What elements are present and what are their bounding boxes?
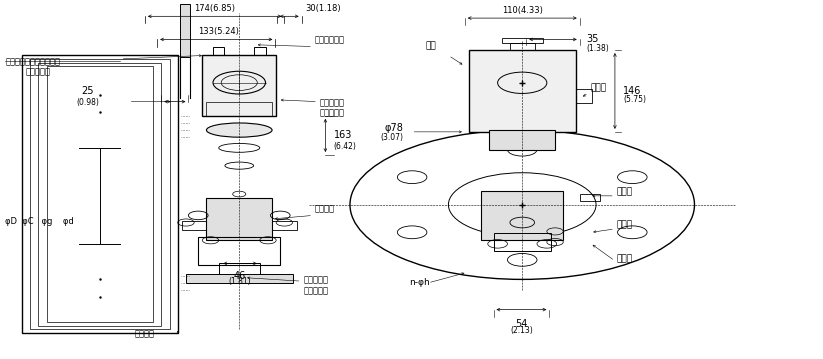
Bar	[510, 43, 534, 50]
Bar	[494, 233, 551, 251]
Bar	[213, 47, 225, 55]
Text: 146: 146	[623, 86, 641, 96]
Text: 端子侧: 端子侧	[590, 84, 607, 93]
Text: (1.81): (1.81)	[229, 277, 251, 286]
Text: 外部显示表导线管连接口: 外部显示表导线管连接口	[6, 57, 60, 66]
Bar	[198, 237, 281, 265]
Bar	[502, 38, 542, 43]
Text: n-φh: n-φh	[409, 278, 430, 286]
Ellipse shape	[207, 123, 272, 137]
Text: φD  φC   φg    φd: φD φC φg φd	[6, 217, 74, 226]
Text: 调零: 调零	[425, 41, 436, 50]
Bar	[469, 50, 575, 132]
Text: 133(5.24): 133(5.24)	[198, 27, 239, 36]
Bar	[22, 55, 178, 333]
Text: 管道连接件: 管道连接件	[303, 276, 328, 285]
Text: 46: 46	[234, 271, 246, 280]
Bar	[207, 197, 272, 240]
Text: (2.13): (2.13)	[510, 326, 532, 335]
Bar	[219, 264, 260, 276]
Text: 管道法兰: 管道法兰	[135, 329, 155, 338]
Bar	[39, 62, 161, 326]
Bar	[30, 59, 170, 329]
Text: 内藏显示表: 内藏显示表	[319, 98, 345, 107]
Text: (6.42): (6.42)	[333, 141, 356, 150]
Bar	[207, 102, 272, 116]
Text: 54: 54	[515, 318, 528, 328]
Text: 25: 25	[81, 86, 94, 96]
Text: （可选购）: （可选购）	[303, 286, 328, 295]
Text: 163: 163	[333, 130, 352, 140]
Bar	[186, 274, 292, 283]
Bar	[202, 55, 277, 116]
Text: (5.75): (5.75)	[623, 95, 646, 104]
Text: 排气塞: 排气塞	[616, 221, 633, 230]
Bar	[575, 89, 592, 103]
Text: 35: 35	[586, 34, 598, 45]
Text: (0.98): (0.98)	[76, 98, 99, 107]
Bar	[47, 66, 153, 322]
Bar	[579, 194, 600, 201]
Text: 排液塞: 排液塞	[616, 255, 633, 264]
Bar	[180, 4, 190, 57]
Text: 导线管连接口: 导线管连接口	[314, 36, 345, 45]
Bar	[481, 191, 563, 240]
Text: (3.07): (3.07)	[380, 133, 403, 142]
Text: 110(4.33): 110(4.33)	[502, 5, 542, 14]
Bar	[182, 221, 207, 230]
Text: (1.38): (1.38)	[586, 44, 609, 53]
Text: （可选购）: （可选购）	[319, 109, 345, 118]
Text: 174(6.85): 174(6.85)	[194, 4, 235, 13]
Text: 管道连接: 管道连接	[314, 205, 335, 214]
Bar	[272, 221, 296, 230]
Text: 30(1.18): 30(1.18)	[305, 4, 341, 13]
Text: （可选购）: （可选购）	[26, 68, 51, 77]
Text: 接地端: 接地端	[616, 187, 633, 196]
Bar	[490, 130, 555, 150]
Bar	[254, 47, 266, 55]
Text: φ78: φ78	[384, 123, 403, 133]
